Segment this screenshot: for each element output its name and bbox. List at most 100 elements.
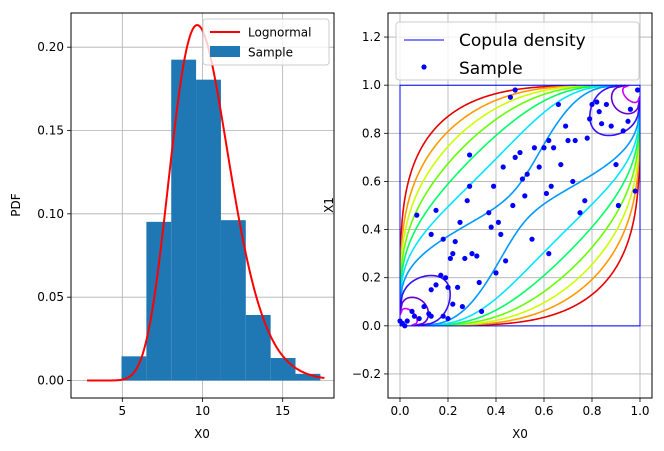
sample-point — [500, 164, 506, 170]
sample-point — [438, 272, 444, 278]
right-y-tick-label: 0.2 — [362, 271, 381, 285]
sample-point — [603, 101, 610, 108]
left-x-axis-label: X0 — [194, 427, 210, 441]
sample-point — [498, 231, 504, 237]
sample-point — [627, 106, 634, 112]
sample-point — [455, 284, 461, 290]
sample-point — [584, 135, 590, 141]
sample-point — [474, 253, 480, 259]
sample-point — [503, 258, 509, 264]
sample-point — [491, 183, 497, 189]
left-histogram-bars — [121, 59, 321, 381]
sample-point — [546, 137, 552, 144]
sample-point — [531, 145, 538, 151]
sample-point — [467, 183, 473, 189]
sample-point — [632, 188, 638, 194]
sample-point — [577, 210, 583, 216]
right-x-axis-label: X0 — [512, 427, 528, 441]
sample-point — [433, 282, 439, 288]
right-y-tick-label: 0.6 — [362, 174, 381, 188]
sample-point — [421, 303, 427, 310]
sample-point — [548, 183, 554, 189]
sample-point — [440, 313, 446, 319]
sample-point — [625, 118, 631, 124]
histogram-panel: 5 10 15 0.00 0.05 0.10 0.15 0.20 X0 PDF Lognor… — [9, 12, 335, 441]
sample-point — [558, 161, 564, 168]
left-y-tick-label: 0.05 — [37, 290, 64, 304]
right-legend-frame — [395, 21, 640, 81]
left-x-ticks: 5 10 15 — [118, 398, 290, 418]
sample-point — [512, 87, 518, 93]
sample-point — [486, 210, 492, 216]
sample-point — [529, 236, 535, 242]
sample-point — [541, 145, 547, 151]
right-legend-sample-label: Sample — [459, 59, 523, 79]
sample-point — [404, 318, 410, 324]
right-y-tick-label: 0.8 — [362, 126, 381, 140]
sample-point — [522, 193, 528, 199]
copula-contour-line — [399, 84, 641, 327]
right-y-tick-label: 1.2 — [362, 30, 381, 44]
sample-point — [443, 275, 449, 281]
sample-point — [551, 145, 557, 151]
sample-point — [402, 323, 408, 329]
left-y-ticks: 0.00 0.05 0.10 0.15 0.20 — [37, 40, 71, 388]
left-x-tick-label: 5 — [118, 404, 126, 418]
sample-point — [416, 315, 422, 322]
sample-point — [445, 284, 451, 290]
copula-density-frame — [399, 84, 641, 327]
sample-point — [428, 313, 434, 319]
left-y-axis-label: PDF — [9, 193, 23, 216]
left-legend-sample-patch — [210, 46, 240, 57]
sample-point — [589, 101, 595, 108]
left-x-tick-label: 15 — [275, 404, 290, 418]
copula-contour-line — [399, 84, 641, 327]
right-x-tick-label: 0.4 — [486, 404, 505, 418]
copula-contour-line — [399, 84, 641, 327]
sample-point — [570, 178, 576, 185]
copula-panel: 0.0 0.2 0.4 0.6 0.8 1.0 −0.2 0.0 0.2 0.4 0.6 0.8 1.… — [322, 12, 653, 441]
copula-contour-line — [399, 84, 641, 327]
right-y-tick-label: 0.0 — [362, 319, 381, 333]
sample-point — [608, 123, 614, 129]
histogram-bar — [270, 358, 296, 381]
sample-point — [469, 251, 475, 257]
right-axes-frame — [387, 12, 653, 399]
sample-point — [524, 171, 530, 177]
right-y-tick-label: 0.4 — [362, 223, 381, 237]
sample-point — [587, 116, 593, 122]
sample-point — [596, 109, 602, 115]
right-legend-sample-marker — [421, 64, 427, 70]
right-y-tick-label: −0.2 — [352, 367, 381, 381]
histogram-bar — [146, 221, 172, 381]
sample-point — [445, 315, 451, 322]
histogram-bar — [220, 220, 246, 381]
left-legend-sample-label: Sample — [248, 46, 293, 60]
sample-point — [450, 251, 456, 257]
histogram-bar — [171, 59, 197, 381]
sample-point — [507, 94, 513, 100]
sample-point — [447, 255, 453, 262]
sample-point — [450, 301, 456, 307]
sample-point — [459, 303, 465, 310]
copula-contour-line — [399, 84, 641, 327]
right-sample-points — [397, 87, 641, 329]
right-x-tick-label: 0.8 — [582, 404, 601, 418]
sample-point — [572, 137, 578, 144]
sample-point — [512, 154, 518, 160]
histogram-bar — [295, 373, 321, 381]
sample-point — [620, 128, 626, 134]
sample-point — [615, 202, 622, 209]
right-x-tick-label: 1.0 — [630, 404, 649, 418]
sample-point — [479, 308, 485, 314]
sample-point — [546, 251, 552, 257]
sample-point — [635, 87, 641, 93]
sample-point — [433, 207, 439, 213]
sample-point — [428, 231, 434, 237]
right-legend-copula-label: Copula density — [459, 31, 586, 51]
left-y-tick-label: 0.10 — [37, 207, 64, 221]
left-y-tick-label: 0.00 — [37, 374, 64, 388]
sample-point — [452, 238, 458, 245]
right-contour-lines — [399, 84, 641, 327]
